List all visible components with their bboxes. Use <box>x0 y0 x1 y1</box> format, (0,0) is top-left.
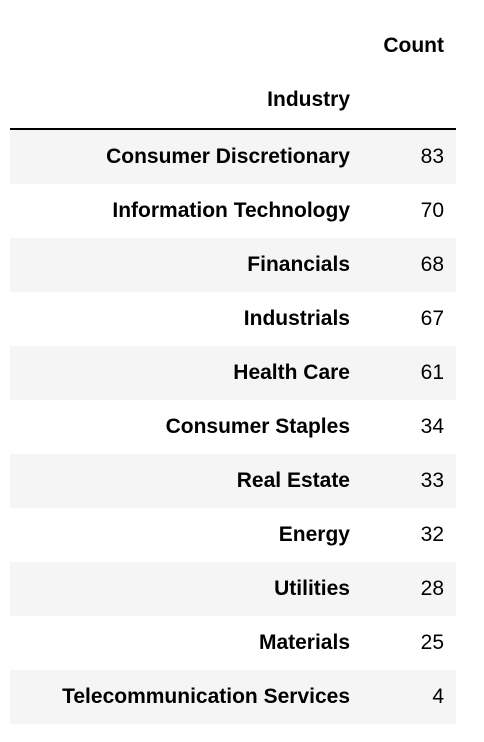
row-value: 83 <box>420 145 444 168</box>
row-label: Health Care <box>233 361 350 384</box>
table-row: Real Estate 33 <box>10 454 456 508</box>
table-header: Count Industry <box>10 20 456 111</box>
row-label: Financials <box>247 253 350 276</box>
column-header-count: Count <box>383 34 444 57</box>
table-row: Information Technology 70 <box>10 184 456 238</box>
table-row: Health Care 61 <box>10 346 456 400</box>
row-value: 67 <box>420 307 444 330</box>
row-value: 25 <box>420 631 444 654</box>
row-label: Information Technology <box>112 199 350 222</box>
row-value: 28 <box>420 577 444 600</box>
row-value: 68 <box>420 253 444 276</box>
row-label: Utilities <box>274 577 350 600</box>
industry-count-table: Count Industry Consumer Discretionary 83… <box>10 20 456 724</box>
header-divider <box>10 128 456 130</box>
row-label: Industrials <box>243 307 350 330</box>
index-header-row <box>10 74 456 128</box>
row-label: Energy <box>278 523 350 546</box>
row-label: Consumer Staples <box>165 415 350 438</box>
row-label: Telecommunication Services <box>62 685 350 708</box>
table-row: Financials 68 <box>10 238 456 292</box>
row-value: 34 <box>420 415 444 438</box>
table-body: Consumer Discretionary 83 Information Te… <box>10 130 456 724</box>
row-value: 70 <box>420 199 444 222</box>
table-row: Consumer Staples 34 <box>10 400 456 454</box>
table-row: Industrials 67 <box>10 292 456 346</box>
table-row: Telecommunication Services 4 <box>10 670 456 724</box>
table-row: Utilities 28 <box>10 562 456 616</box>
table-row: Energy 32 <box>10 508 456 562</box>
row-value: 61 <box>420 361 444 384</box>
row-label: Materials <box>258 631 350 654</box>
row-label: Real Estate <box>236 469 350 492</box>
table-row: Consumer Discretionary 83 <box>10 130 456 184</box>
table-row: Materials 25 <box>10 616 456 670</box>
index-header-industry: Industry <box>267 88 350 111</box>
row-value: 32 <box>420 523 444 546</box>
row-value: 4 <box>432 685 444 708</box>
row-label: Consumer Discretionary <box>106 145 350 168</box>
row-value: 33 <box>420 469 444 492</box>
